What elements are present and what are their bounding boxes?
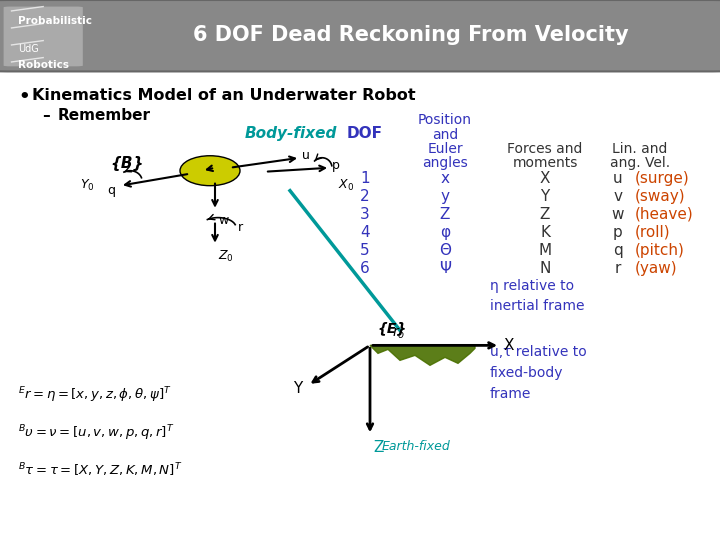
- Text: w: w: [218, 214, 228, 227]
- Text: x: x: [441, 171, 449, 186]
- Text: φ: φ: [440, 225, 450, 240]
- Text: •: •: [18, 88, 30, 106]
- Text: K: K: [540, 225, 550, 240]
- Text: 2: 2: [360, 188, 370, 204]
- Text: r: r: [615, 260, 621, 275]
- Text: Position: Position: [418, 113, 472, 127]
- Text: 1: 1: [360, 171, 370, 186]
- Text: v: v: [613, 188, 623, 204]
- Text: u: u: [302, 149, 310, 162]
- Text: Probabilistic: Probabilistic: [18, 16, 92, 26]
- Text: moments: moments: [513, 156, 577, 170]
- Text: r: r: [238, 221, 243, 234]
- Text: X: X: [540, 171, 550, 186]
- FancyBboxPatch shape: [0, 0, 720, 71]
- Text: 6 DOF Dead Reckoning From Velocity: 6 DOF Dead Reckoning From Velocity: [192, 25, 629, 45]
- Text: $^B \tau = \tau = [X, Y, Z, K, M, N]^T$: $^B \tau = \tau = [X, Y, Z, K, M, N]^T$: [18, 461, 182, 479]
- Text: Θ: Θ: [439, 242, 451, 258]
- Text: Kinematics Model of an Underwater Robot: Kinematics Model of an Underwater Robot: [32, 88, 415, 103]
- Polygon shape: [370, 346, 475, 366]
- Ellipse shape: [180, 156, 240, 186]
- Text: (roll): (roll): [635, 225, 670, 240]
- Text: u,τ relative to
fixed-body
frame: u,τ relative to fixed-body frame: [490, 346, 587, 401]
- Text: $X_0$: $X_0$: [338, 178, 354, 193]
- Text: Ψ: Ψ: [439, 260, 451, 275]
- Text: X: X: [504, 338, 515, 353]
- Text: {B}: {B}: [110, 156, 143, 171]
- Text: 4: 4: [360, 225, 370, 240]
- Text: 5: 5: [360, 242, 370, 258]
- Text: $^B \upsilon = \nu = [u, v, w, p, q, r]^T$: $^B \upsilon = \nu = [u, v, w, p, q, r]^…: [18, 423, 174, 443]
- Text: (surge): (surge): [635, 171, 690, 186]
- Text: u: u: [613, 171, 623, 186]
- FancyBboxPatch shape: [4, 6, 83, 66]
- Text: Forces and: Forces and: [508, 142, 582, 156]
- Text: ang. Vel.: ang. Vel.: [610, 156, 670, 170]
- Text: Body-fixed: Body-fixed: [245, 126, 338, 141]
- Text: 3: 3: [360, 207, 370, 221]
- Text: (sway): (sway): [635, 188, 685, 204]
- Text: Robotics: Robotics: [18, 60, 69, 70]
- Text: $Y_0$: $Y_0$: [80, 178, 94, 193]
- Text: UdG: UdG: [18, 44, 39, 54]
- Text: –: –: [42, 108, 50, 123]
- Text: $Z_0$: $Z_0$: [218, 248, 234, 264]
- Text: Z: Z: [540, 207, 550, 221]
- Text: v: v: [188, 166, 195, 179]
- Text: (heave): (heave): [635, 207, 694, 221]
- Text: Y: Y: [541, 188, 549, 204]
- Text: Z: Z: [440, 207, 450, 221]
- Text: $^E r = \eta = [x, y, z, \phi, \theta, \psi]^T$: $^E r = \eta = [x, y, z, \phi, \theta, \…: [18, 386, 171, 405]
- Text: η relative to
inertial frame: η relative to inertial frame: [490, 279, 585, 313]
- Text: (yaw): (yaw): [635, 260, 678, 275]
- Text: {E}: {E}: [378, 321, 408, 335]
- Text: Euler: Euler: [427, 142, 463, 156]
- Text: w: w: [612, 207, 624, 221]
- Text: $r_o$: $r_o$: [392, 326, 405, 341]
- Text: Z: Z: [373, 440, 383, 455]
- Text: y: y: [441, 188, 449, 204]
- Text: q: q: [613, 242, 623, 258]
- Text: Lin. and: Lin. and: [612, 142, 667, 156]
- Text: N: N: [539, 260, 551, 275]
- Text: angles: angles: [422, 156, 468, 170]
- Text: (pitch): (pitch): [635, 242, 685, 258]
- Text: Y: Y: [293, 381, 302, 396]
- Text: Remember: Remember: [58, 108, 151, 123]
- Text: 6: 6: [360, 260, 370, 275]
- Text: and: and: [432, 128, 458, 142]
- Text: p: p: [332, 159, 340, 172]
- Text: DOF: DOF: [347, 126, 383, 141]
- Text: Earth-fixed: Earth-fixed: [382, 440, 451, 453]
- Text: p: p: [613, 225, 623, 240]
- Text: q: q: [107, 184, 115, 197]
- Text: M: M: [539, 242, 552, 258]
